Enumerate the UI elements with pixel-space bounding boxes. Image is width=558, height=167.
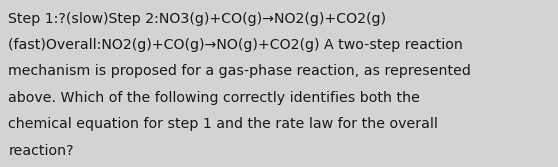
Text: mechanism is proposed for a gas-phase reaction, as represented: mechanism is proposed for a gas-phase re… (8, 64, 472, 78)
Text: above. Which of the following correctly identifies both the: above. Which of the following correctly … (8, 91, 420, 105)
Text: reaction?: reaction? (8, 144, 74, 158)
Text: (fast)Overall:NO2(g)+CO(g)→NO(g)+CO2(g) A two-step reaction: (fast)Overall:NO2(g)+CO(g)→NO(g)+CO2(g) … (8, 38, 463, 52)
Text: Step 1:?(slow)Step 2:NO3(g)+CO(g)→NO2(g)+CO2(g): Step 1:?(slow)Step 2:NO3(g)+CO(g)→NO2(g)… (8, 12, 386, 26)
Text: chemical equation for step 1 and the rate law for the overall: chemical equation for step 1 and the rat… (8, 117, 438, 131)
